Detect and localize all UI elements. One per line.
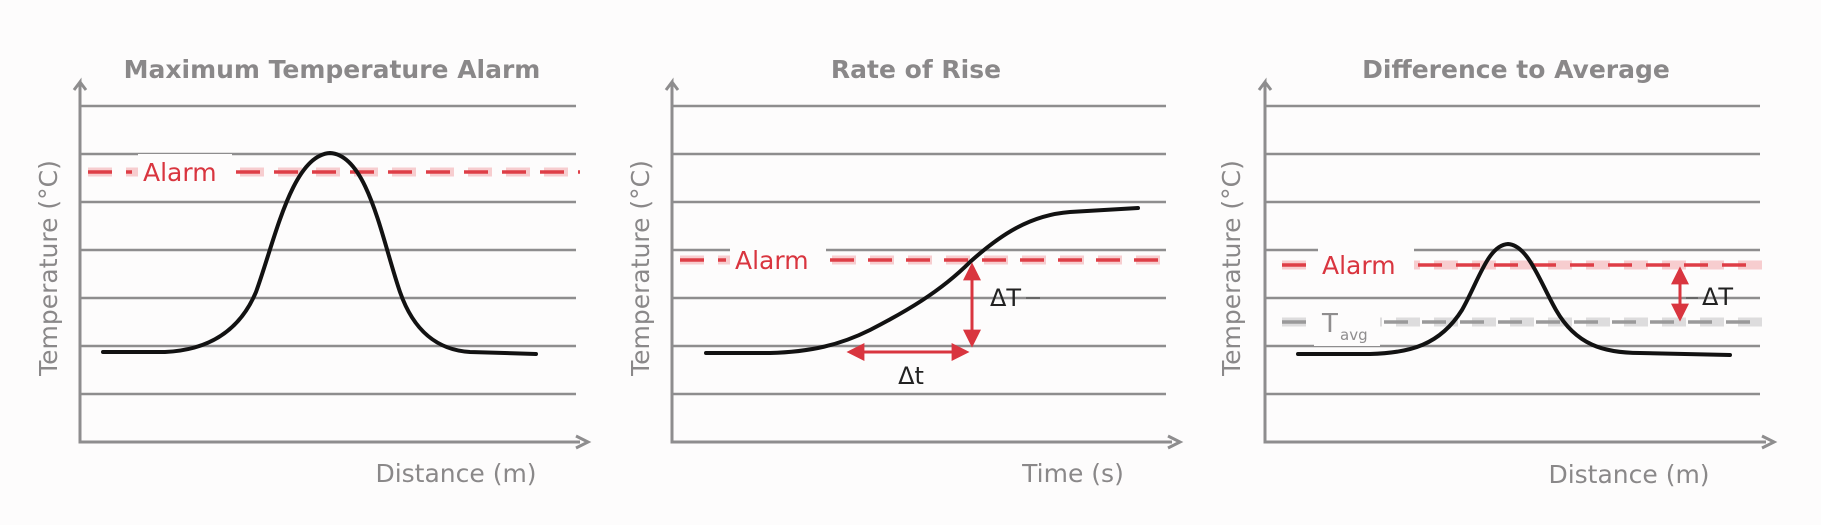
temperature-curve [1296, 242, 1732, 357]
alarm-label: Alarm [143, 158, 217, 187]
y-axis-label: Temperature (°C) [626, 160, 655, 377]
average-line: T avg [1282, 300, 1762, 346]
temperature-curve [101, 151, 538, 356]
x-axis-label: Time (s) [1021, 459, 1124, 488]
alarm-label: Alarm [1322, 251, 1396, 280]
y-axis-label: Temperature (°C) [1217, 160, 1246, 377]
delta-t-label: Δt [898, 362, 924, 390]
alarm-threshold: Alarm [88, 154, 582, 188]
temperature-curve [704, 206, 1140, 355]
panel-title: Difference to Average [1362, 55, 1670, 84]
delta-T-label: ΔT [990, 284, 1021, 312]
x-axis-label: Distance (m) [1548, 460, 1709, 489]
tavg-label: T [1321, 309, 1338, 339]
panel-rate-of-rise: Rate of Rise Alarm ΔT [626, 55, 1184, 488]
y-axis-label: Temperature (°C) [34, 160, 63, 377]
panel-title: Rate of Rise [831, 55, 1001, 84]
axes [664, 77, 1184, 450]
delta-T-indicator: ΔT [1671, 266, 1733, 322]
alarm-threshold: Alarm [1282, 247, 1762, 281]
tavg-subscript: avg [1340, 326, 1368, 344]
x-axis-label: Distance (m) [375, 459, 536, 488]
axes [1257, 77, 1778, 450]
alarm-label: Alarm [735, 246, 809, 275]
panel-max-temperature-alarm: Maximum Temperature Alarm Alarm Temperat… [34, 55, 592, 488]
panel-title: Maximum Temperature Alarm [124, 55, 541, 84]
delta-t-indicator: Δt [846, 343, 970, 390]
panel-difference-to-average: Difference to Average T avg [1217, 55, 1778, 489]
delta-T-label: ΔT [1702, 283, 1733, 311]
axes [72, 77, 592, 450]
delta-T-indicator: ΔT [963, 262, 1040, 348]
alarm-threshold: Alarm [680, 242, 1172, 276]
